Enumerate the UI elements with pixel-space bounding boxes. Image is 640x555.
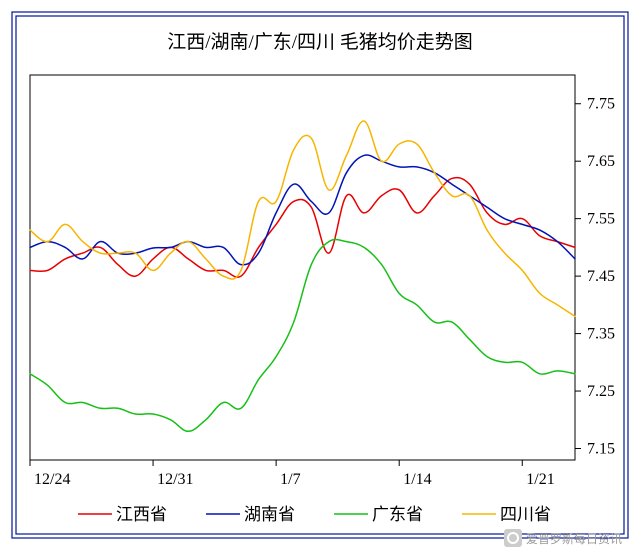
x-tick-label: 12/31 (157, 471, 193, 488)
legend-label: 江西省 (116, 505, 167, 524)
y-tick-label: 7.75 (587, 96, 615, 113)
x-tick-label: 12/24 (34, 471, 70, 488)
x-tick-label: 1/7 (280, 471, 300, 488)
y-tick-label: 7.15 (587, 441, 615, 458)
y-tick-label: 7.45 (587, 268, 615, 285)
legend-label: 广东省 (372, 505, 423, 524)
legend-label: 湖南省 (244, 505, 295, 524)
chart-svg: 江西/湖南/广东/四川 毛猪均价走势图 7.15 7.25 7.35 7.45 7.55 7… (10, 10, 630, 540)
legend-label: 四川省 (500, 505, 551, 524)
chart-container: 江西/湖南/广东/四川 毛猪均价走势图 7.15 7.25 7.35 7.45 7.55 7… (10, 10, 630, 540)
watermark-icon (504, 529, 522, 547)
y-tick-label: 7.25 (587, 383, 615, 400)
watermark-text: 爱普罗斯每日资讯 (526, 530, 622, 547)
series-line-江西省 (30, 178, 575, 278)
chart-title: 江西/湖南/广东/四川 毛猪均价走势图 (167, 31, 473, 53)
watermark: 爱普罗斯每日资讯 (504, 529, 622, 547)
y-tick-label: 7.35 (587, 326, 615, 343)
series-line-湖南省 (30, 155, 575, 265)
y-tick-label: 7.55 (587, 211, 615, 228)
series-line-广东省 (30, 240, 575, 432)
y-tick-label: 7.65 (587, 153, 615, 170)
x-tick-label: 1/14 (403, 471, 431, 488)
x-tick-label: 1/21 (526, 471, 554, 488)
